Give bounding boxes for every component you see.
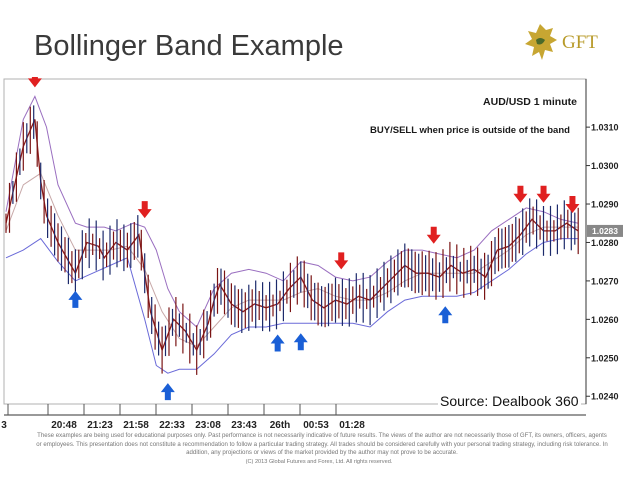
- current-price-box: [587, 224, 623, 237]
- buy-arrow-icon: [160, 383, 175, 401]
- x-tick-label: 20:48: [51, 420, 77, 430]
- y-tick-label: 1.0240: [591, 392, 619, 402]
- series-lower-band-line: [5, 237, 579, 374]
- logo-text: GFT: [562, 32, 598, 53]
- y-tick-label: 1.0290: [591, 200, 619, 210]
- buy-arrow-icon: [68, 290, 83, 308]
- x-ticks: 3 20:48 21:23 21:58 22:33 23:08 23:43 26th 00:53…: [1, 404, 365, 430]
- source-label: Source: Dealbook 360: [438, 393, 581, 409]
- sell-arrow-icon: [565, 195, 580, 213]
- y-tick-label: 1.0260: [591, 315, 619, 325]
- disclaimer-text: These examples are being used for educat…: [36, 432, 608, 457]
- y-tick-label: 1.0300: [591, 161, 619, 171]
- y-tick-label: 1.0270: [591, 276, 619, 286]
- y-tick-label: 1.0250: [591, 353, 619, 363]
- sell-arrow-icon: [536, 185, 551, 203]
- chart: 1.0310 1.0300 1.0290 1.0280 1.0270 1.0260 1.02…: [1, 77, 623, 430]
- x-tick-label: 21:23: [87, 420, 113, 430]
- x-tick-label: 00:53: [303, 420, 329, 430]
- sell-arrow-icon: [27, 77, 42, 88]
- sell-arrow-icon: [334, 252, 349, 270]
- y-tick-label: 1.0310: [591, 123, 619, 133]
- buy-arrow-icon: [438, 306, 453, 324]
- y-ticks: 1.0310 1.0300 1.0290 1.0280 1.0270 1.0260 1.02…: [586, 123, 619, 402]
- price-layer: [5, 105, 579, 375]
- x-tick-label: 21:58: [123, 420, 149, 430]
- x-tick-label: 3: [1, 420, 7, 430]
- x-tick-label: 23:43: [231, 420, 257, 430]
- lion-emblem-icon: [525, 24, 557, 60]
- x-tick-label: 22:33: [159, 420, 185, 430]
- bands-layer: [5, 95, 579, 374]
- buy-arrow-icon: [293, 333, 308, 351]
- series-middle-band-line: [5, 172, 579, 347]
- sell-arrow-icon: [513, 185, 528, 203]
- sell-arrow-icon: [137, 201, 152, 219]
- series-upper-band-line: [5, 95, 579, 328]
- x-tick-label: 01:28: [339, 420, 365, 430]
- buy-arrow-icon: [270, 334, 285, 352]
- current-price-label: 1.0283: [592, 226, 618, 236]
- sell-arrow-icon: [426, 226, 441, 244]
- y-tick-label: 1.0280: [591, 238, 619, 248]
- page-title: Bollinger Band Example: [34, 30, 344, 62]
- x-tick-label: 26th: [270, 420, 291, 430]
- signals-layer: [27, 77, 580, 401]
- chart-subtitle: BUY/SELL when price is outside of the ba…: [370, 125, 570, 136]
- copyright-text: (C) 2013 Global Futures and Forex, Ltd. …: [245, 459, 393, 465]
- x-tick-label: 23:08: [195, 420, 221, 430]
- chart-title: AUD/USD 1 minute: [483, 96, 577, 108]
- plot-frame: [3, 78, 587, 405]
- gft-logo: GFT: [520, 22, 615, 72]
